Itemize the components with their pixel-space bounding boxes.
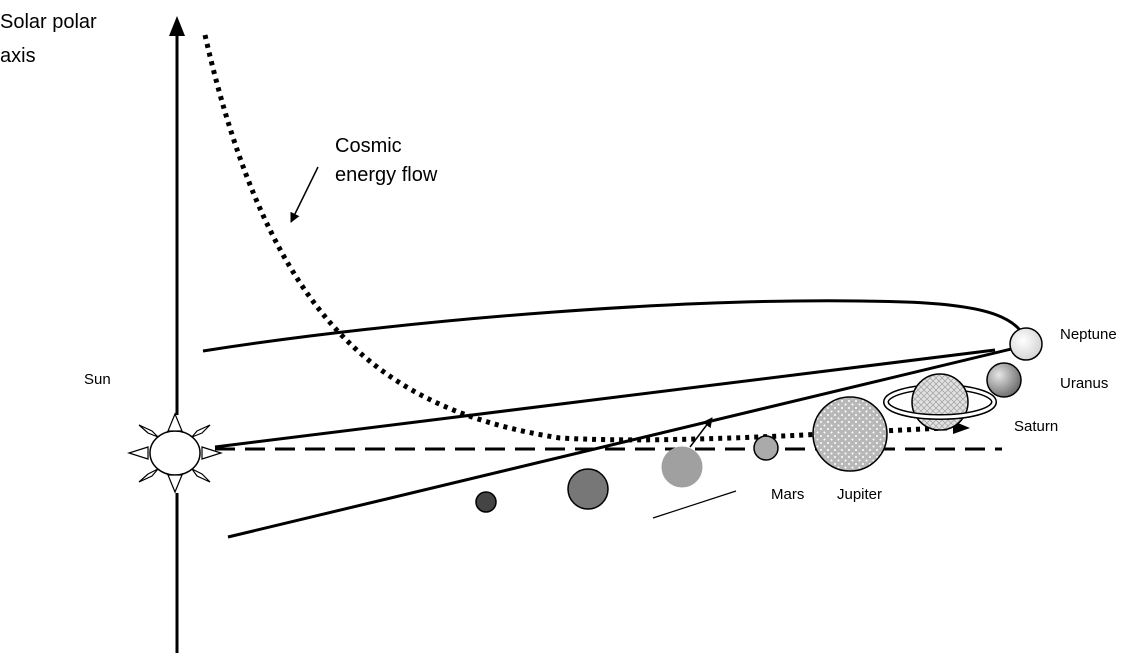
saturn-label: Saturn [1014,418,1058,435]
uranus-label: Uranus [1060,375,1108,392]
mars-label: Mars [771,486,804,503]
neptune-icon [1009,327,1043,361]
flow-pointer-arrow [290,166,319,223]
axis-label-line2: axis [0,45,36,67]
mercury-icon [475,491,497,513]
polar-axis-arrowhead [169,16,185,36]
neptune-label: Neptune [1060,326,1117,343]
outer-orbit-curve [202,299,1030,353]
earth-icon [652,417,737,519]
sun-icon [127,412,223,494]
flow-label-line2: energy flow [335,164,438,186]
mars-icon [753,435,779,461]
sun-label: Sun [84,371,111,388]
saturn-icon [883,373,997,431]
axis-label-line1: Solar polar [0,11,97,33]
venus-icon [567,468,609,510]
jupiter-icon [812,396,888,472]
jupiter-label: Jupiter [837,486,882,503]
inclined-orbit-plane [214,348,996,449]
uranus-icon [986,362,1022,398]
energy-flow-curve [202,34,949,443]
flow-label-line1: Cosmic [335,135,402,157]
lower-orbit-line [227,343,1029,539]
